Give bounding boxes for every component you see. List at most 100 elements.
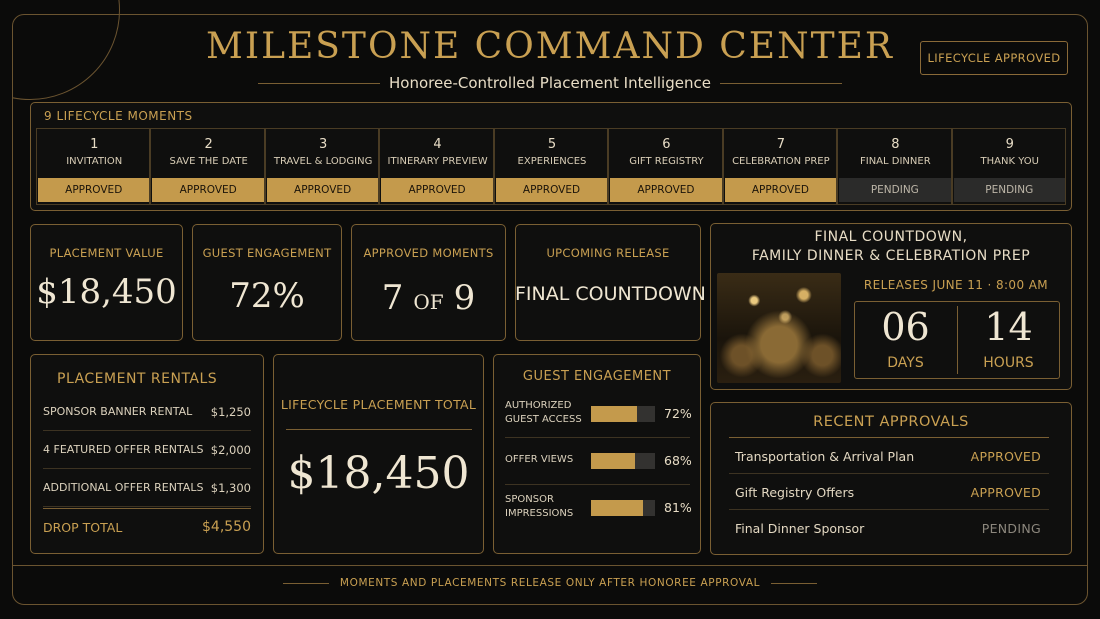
moment-number: 2 [204,137,213,152]
engagement-divider [505,437,690,438]
stat-label: APPROVED MOMENTS [363,246,494,260]
moment-status: APPROVED [610,178,722,202]
moment-number: 9 [1005,137,1014,152]
placement-value-card [30,224,183,341]
moments-title: 9 LIFECYCLE MOMENTS [44,109,193,123]
approval-item: Transportation & Arrival Plan [735,449,915,464]
engagement-label: IMPRESSIONS [505,508,574,519]
lifecycle-total-panel [273,354,484,554]
moment-name: INVITATION [66,156,123,167]
footer-line [283,583,329,584]
rental-amount: $2,000 [210,443,251,457]
moment-status: APPROVED [152,178,264,202]
approved-moments-value: 7 OF 9 [351,278,506,318]
engagement-label: GUEST ACCESS [505,414,582,425]
moment-cell: 9 THANK YOU PENDING [951,128,1066,205]
approvals-panel [710,402,1072,555]
footer-line [771,583,817,584]
stat-label: UPCOMING RELEASE [546,246,670,260]
approval-status: APPROVED [970,485,1041,500]
rental-divider [43,468,251,469]
engagement-label: OFFER VIEWS [505,454,574,465]
outer-frame [12,14,1088,605]
rental-amount: $1,300 [210,481,251,495]
rental-divider [43,430,251,431]
moment-cell: 3 TRAVEL & LODGING APPROVED [264,128,380,205]
moment-status: APPROVED [266,178,379,202]
moment-cell: 5 EXPERIENCES APPROVED [493,128,609,205]
approval-divider [729,509,1049,510]
rental-amount: $1,250 [210,405,251,419]
hours-value: 14 [984,305,1033,349]
of-word: OF [413,290,444,314]
moment-number: 7 [776,137,786,152]
countdown-title: FAMILY DINNER & CELEBRATION PREP [751,248,1031,264]
moment-number: 5 [547,137,557,152]
approval-status: PENDING [981,521,1041,536]
moment-name: GIFT REGISTRY [629,156,704,167]
moment-name: CELEBRATION PREP [732,156,830,167]
moment-cell: 7 CELEBRATION PREP APPROVED [722,128,838,205]
moment-cell: 1 INVITATION APPROVED [36,128,151,205]
moment-name: FINAL DINNER [860,156,931,167]
subtitle-rule [258,83,380,84]
rental-label: SPONSOR BANNER RENTAL [43,405,193,418]
bar-value-label: 72% [664,406,692,421]
bar-value-label: 68% [664,453,692,468]
lifecycle-total-label: LIFECYCLE PLACEMENT TOTAL [280,397,477,412]
lifecycle-rule [286,429,472,430]
engagement-label: SPONSOR [505,494,554,505]
subtitle-rule [720,83,842,84]
rental-label: 4 FEATURED OFFER RENTALS [43,443,204,456]
rental-total-rule [43,508,251,509]
stat-value: FINAL COUNTDOWN [515,283,706,305]
moment-status: APPROVED [495,178,608,202]
countdown-divider [957,306,958,374]
approved-moments-card [351,224,506,341]
page-subtitle: Honoree-Controlled Placement Intelligenc… [389,74,711,92]
moment-status: APPROVED [38,178,150,202]
engagement-title: GUEST ENGAGEMENT [522,369,672,384]
moment-number: 8 [891,137,900,152]
bar-value-label: 81% [664,500,692,515]
moment-status: APPROVED [724,178,837,202]
total-count: 9 [453,278,476,318]
stat-label: GUEST ENGAGEMENT [202,246,332,260]
approval-item: Gift Registry Offers [735,485,855,500]
moment-name: ITINERARY PREVIEW [387,156,488,167]
stat-value: $18,450 [36,272,177,312]
status-badge: LIFECYCLE APPROVED [920,41,1068,75]
engagement-label: AUTHORIZED [505,400,572,411]
rentals-panel [30,354,264,554]
countdown-box [854,301,1060,379]
engagement-divider [505,484,690,485]
event-photo [717,273,841,383]
moment-status: PENDING [953,178,1065,202]
moment-status: PENDING [839,178,951,202]
moment-name: TRAVEL & LODGING [273,156,373,167]
footer-rule [12,565,1088,566]
page-title: MILESTONE COMMAND CENTER [206,26,894,67]
upcoming-release-card [515,224,701,341]
rental-total: $4,550 [202,519,251,535]
moment-name: SAVE THE DATE [169,156,248,167]
bar-fill [591,500,643,516]
moment-number: 4 [433,137,442,152]
countdown-title: FINAL COUNTDOWN, [814,229,968,245]
approval-item: Final Dinner Sponsor [735,521,865,536]
moment-name: EXPERIENCES [517,156,587,167]
rental-divider [43,506,251,507]
moment-cell: 8 FINAL DINNER PENDING [837,128,952,205]
rentals-title: PLACEMENT RENTALS [57,371,218,387]
rental-label: ADDITIONAL OFFER RENTALS [43,481,204,494]
moment-status: APPROVED [381,178,493,202]
bar-fill [591,453,635,469]
approved-count: 7 [381,278,404,318]
guest-engagement-card [192,224,342,341]
approval-divider [729,473,1049,474]
moment-number: 3 [318,137,328,152]
days-label: DAYS [887,355,924,371]
moment-cell: 2 SAVE THE DATE APPROVED [150,128,265,205]
moment-cell: 4 ITINERARY PREVIEW APPROVED [379,128,494,205]
